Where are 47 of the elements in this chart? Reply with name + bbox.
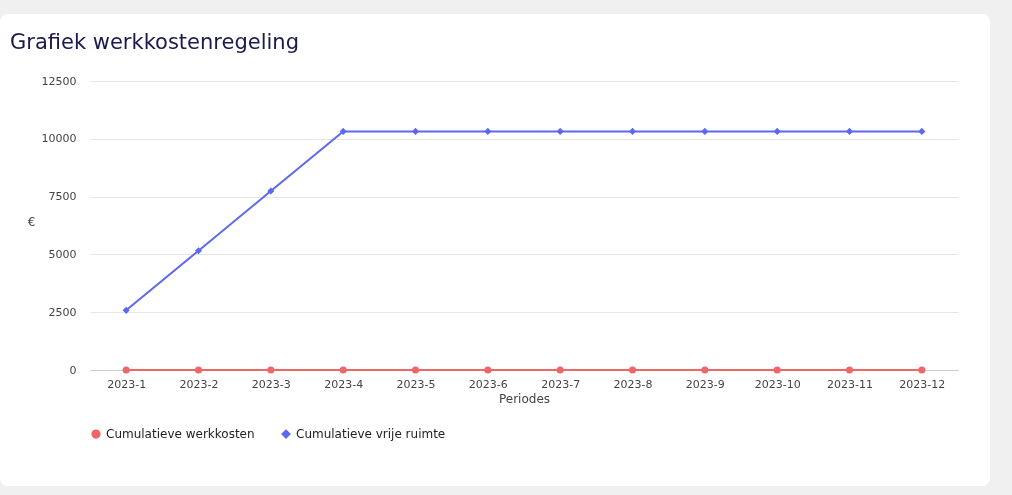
point [556, 127, 564, 135]
point [773, 127, 781, 135]
x-tick-label: 2023-7 [541, 377, 581, 391]
point [701, 127, 709, 135]
y-tick-label: 5000 [48, 247, 77, 261]
x-tick-label: 2023-2 [179, 377, 219, 391]
point [845, 127, 854, 135]
point [411, 127, 420, 135]
point [122, 366, 130, 374]
y-tick-label: 0 [69, 363, 77, 377]
x-tick-label: 2023-11 [827, 377, 873, 391]
point [339, 366, 347, 374]
point [701, 366, 709, 374]
point [628, 366, 637, 374]
y-tick-label: 2500 [48, 305, 77, 319]
point [773, 366, 781, 374]
point [194, 247, 203, 255]
x-tick-label: 2023-6 [468, 377, 508, 391]
x-tick-label: 2023-10 [754, 377, 801, 391]
y-tick-label: 7500 [48, 190, 77, 204]
legend-label: Cumulatieve vrije ruimte [296, 427, 446, 442]
point [339, 127, 347, 135]
y-tick-label: 10000 [41, 132, 77, 146]
x-axis-title: Periodes [498, 391, 551, 406]
point [918, 127, 926, 135]
point [267, 187, 275, 195]
x-tick-label: 2023-3 [251, 377, 291, 391]
point [122, 306, 130, 314]
x-tick-label: 2023-8 [613, 377, 653, 391]
y-axis-title: € [27, 214, 36, 229]
point [845, 366, 854, 374]
point [556, 366, 564, 374]
point [267, 366, 275, 374]
chart-title: Grafiek werkkostenregeling [10, 30, 299, 54]
point [918, 366, 926, 374]
point [484, 366, 492, 374]
x-tick-label: 2023-5 [396, 377, 436, 391]
legend-label: Cumulatieve werkkosten [106, 427, 255, 442]
point [194, 366, 203, 374]
point [411, 366, 420, 374]
x-tick-label: 2023-4 [324, 377, 364, 391]
point [484, 127, 492, 135]
y-tick-label: 12500 [41, 74, 77, 88]
x-tick-label: 2023-12 [899, 377, 946, 391]
x-tick-label: 2023-9 [685, 377, 725, 391]
x-tick-label: 2023-1 [107, 377, 147, 391]
point [628, 127, 637, 135]
